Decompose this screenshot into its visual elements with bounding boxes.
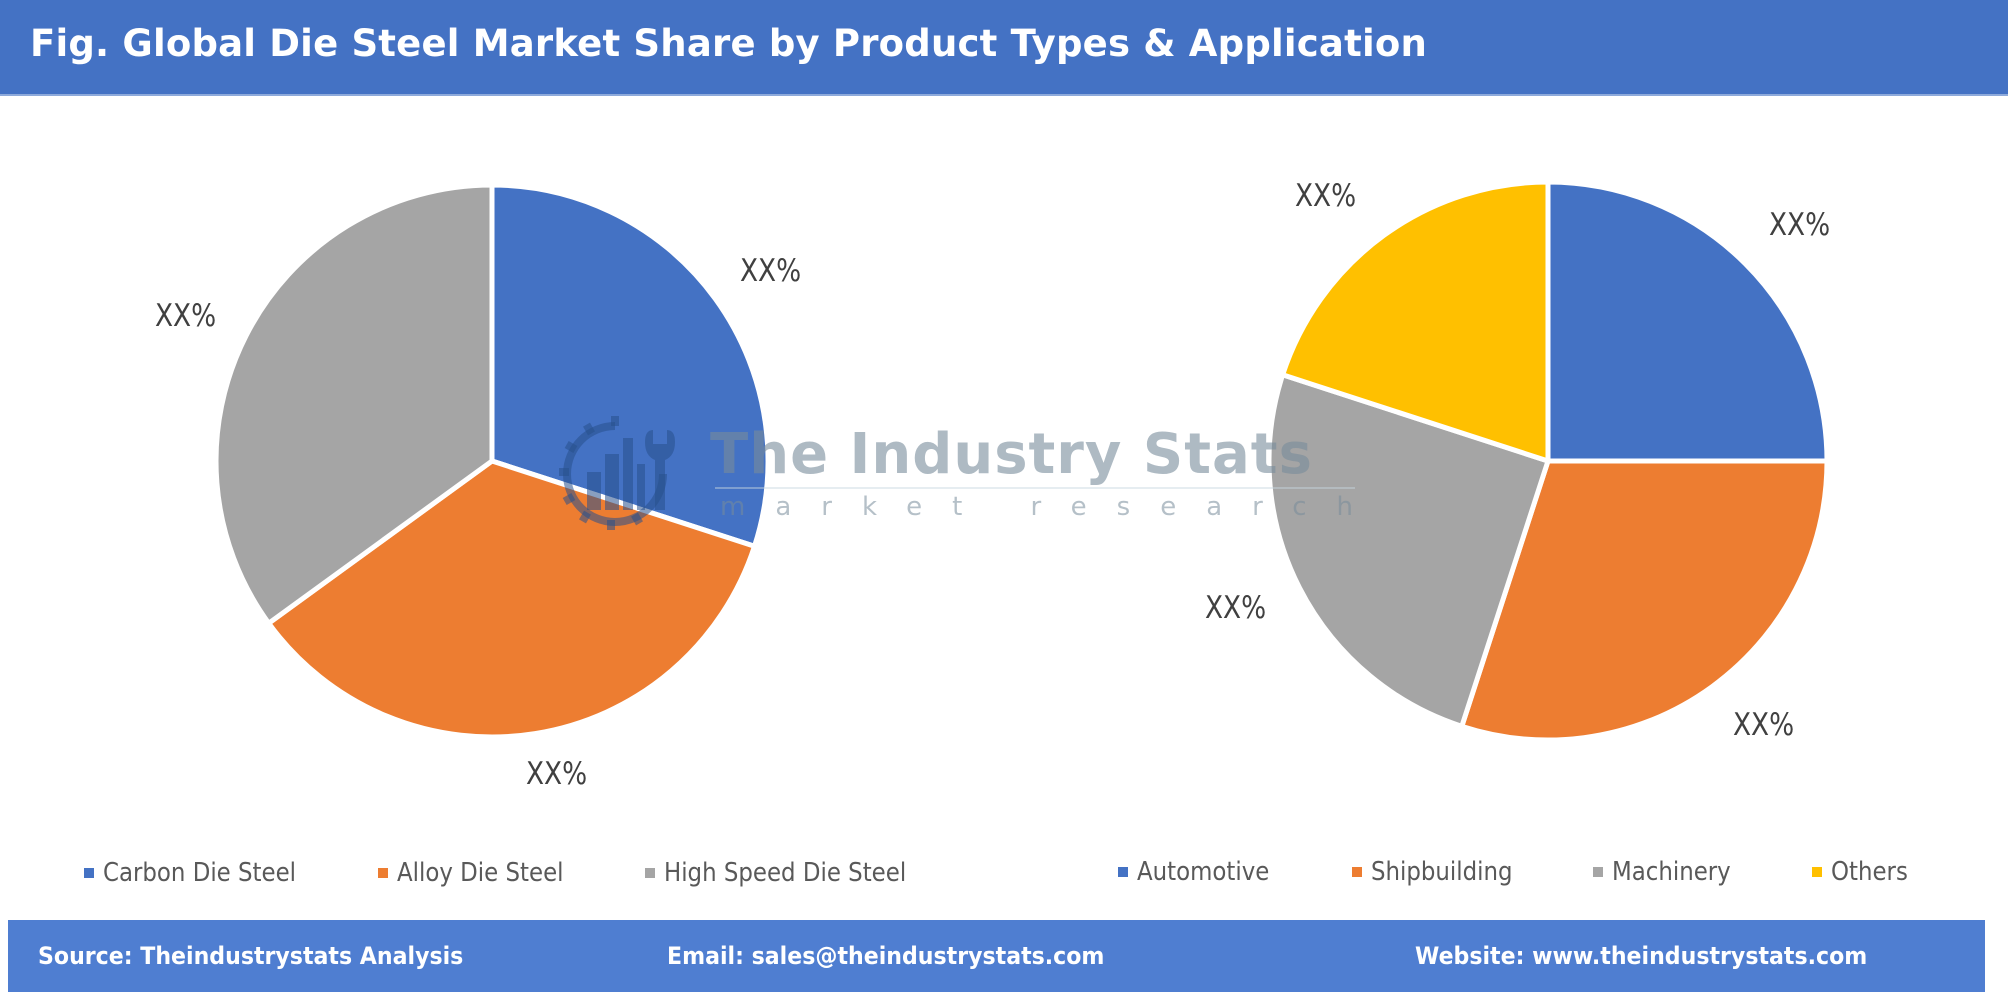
legend-swatch-icon [645,868,655,878]
legend-item-automotive: Automotive [1118,857,1287,887]
pie-chart-application [1266,179,1830,743]
legend-item-shipbuilding: Shipbuilding [1352,857,1532,887]
pie-slice-shipbuilding [1459,458,1830,743]
legend-swatch-icon [1118,867,1128,877]
legend-swatch-icon [1593,867,1603,877]
legend-swatch-icon [1812,867,1822,877]
footer-website: Website: www.theindustrystats.com [1415,942,1868,970]
pie-label-high-speed-die-steel: XX% [155,298,217,334]
pie-slice-high-speed-die-steel [213,182,495,626]
footer-email: Email: sales@theindustrystats.com [667,942,1105,970]
legend-item-machinery: Machinery [1593,857,1747,887]
footer-source: Source: Theindustrystats Analysis [38,942,464,970]
pie-label-machinery: XX% [1205,590,1267,626]
pie-slice-automotive [1545,179,1830,464]
chart-title: Fig. Global Die Steel Market Share by Pr… [30,22,1428,65]
legend-item-alloy-die-steel: Alloy Die Steel [378,858,586,888]
legend-item-high-speed-die-steel: High Speed Die Steel [645,858,939,888]
pie-chart-product-types [213,182,771,740]
pie-slice-machinery [1266,372,1551,729]
pie-label-alloy-die-steel: XX% [526,756,588,792]
legend-item-carbon-die-steel: Carbon Die Steel [84,858,322,888]
title-bar: Fig. Global Die Steel Market Share by Pr… [0,0,2008,96]
legend-swatch-icon [378,868,388,878]
pie-label-shipbuilding: XX% [1733,707,1795,743]
legend-swatch-icon [84,868,94,878]
legend-swatch-icon [1352,867,1362,877]
pie-slice-carbon-die-steel [489,182,771,549]
pie-label-automotive: XX% [1769,207,1831,243]
footer-bar: Source: Theindustrystats Analysis Email:… [8,920,1985,992]
pie-label-carbon-die-steel: XX% [740,253,802,289]
legend-item-others: Others [1812,857,1918,887]
pie-label-others: XX% [1295,178,1357,214]
pie-slice-others [1280,179,1551,464]
pie-slice-alloy-die-steel [266,458,757,740]
pie-charts [213,179,1830,743]
